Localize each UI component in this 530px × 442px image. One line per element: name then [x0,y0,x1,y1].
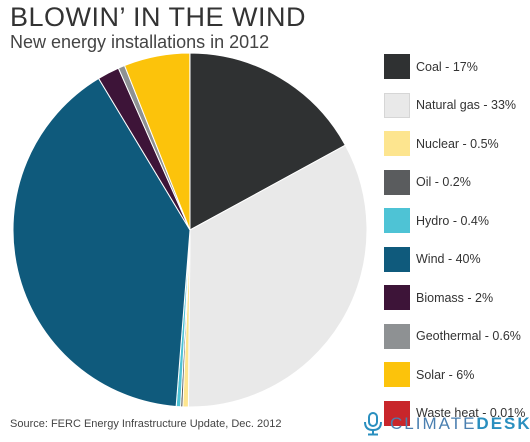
legend-label-coal: Coal - 17% [416,59,478,74]
legend-label-hydro: Hydro - 0.4% [416,213,489,228]
brand-wordmark-part1: CLIMATE [390,414,477,433]
legend-label-natural-gas: Natural gas - 33% [416,98,517,112]
legend-item-nuclear: Nuclear - 0.5% [384,131,525,156]
legend-item-wind: Wind - 40% [384,246,525,272]
legend-swatch-waste-heat [384,400,410,426]
legend-label-solar: Solar - 6% [416,367,475,382]
legend-item-geothermal: Geothermal - 0.6% [384,323,525,349]
legend-swatch-wind [384,246,410,272]
pie-slice-wind [12,77,191,407]
legend-label-wind: Wind - 40% [416,252,481,266]
legend-swatch-solar [384,362,410,387]
legend-item-oil: Oil - 0.2% [384,169,525,195]
pie-slice-natural-gas [187,144,368,408]
legend-item-natural-gas: Natural gas - 33% [384,92,525,118]
legend-swatch-hydro [384,208,410,233]
legend-swatch-nuclear [384,131,410,156]
legend-label-nuclear: Nuclear - 0.5% [416,136,499,151]
chart-title: BLOWIN’ IN THE WIND [10,2,307,32]
legend-item-solar: Solar - 6% [384,362,525,387]
legend-label-waste-heat: Waste heat - 0.01% [416,406,526,420]
legend-item-hydro: Hydro - 0.4% [384,208,525,233]
legend-label-biomass: Biomass - 2% [416,290,494,305]
brand-wordmark-part2: DESK [476,414,530,433]
legend-item-coal: Coal - 17% [384,54,525,79]
source-note: Source: FERC Energy Infrastructure Updat… [10,418,282,430]
legend-swatch-oil [384,169,410,195]
brand-wordmark: CLIMATEDESK [390,414,530,434]
legend-swatch-coal [384,54,410,79]
legend-label-geothermal: Geothermal - 0.6% [416,329,521,343]
legend-swatch-geothermal [384,323,410,349]
microphone-icon [364,412,382,436]
legend-item-waste-heat: Waste heat - 0.01% [384,400,526,426]
pie-slice-coal [189,52,347,231]
legend: Coal - 17% Natural gas - 33% Nuclear - 0.5… [384,54,525,439]
legend-swatch-natural-gas [384,92,410,118]
legend-item-biomass: Biomass - 2% [384,285,525,310]
chart-subtitle: New energy installations in 2012 [10,32,270,52]
legend-swatch-biomass [384,285,410,310]
brand-logo: CLIMATEDESK [362,412,530,436]
legend-label-oil: Oil - 0.2% [416,175,471,189]
